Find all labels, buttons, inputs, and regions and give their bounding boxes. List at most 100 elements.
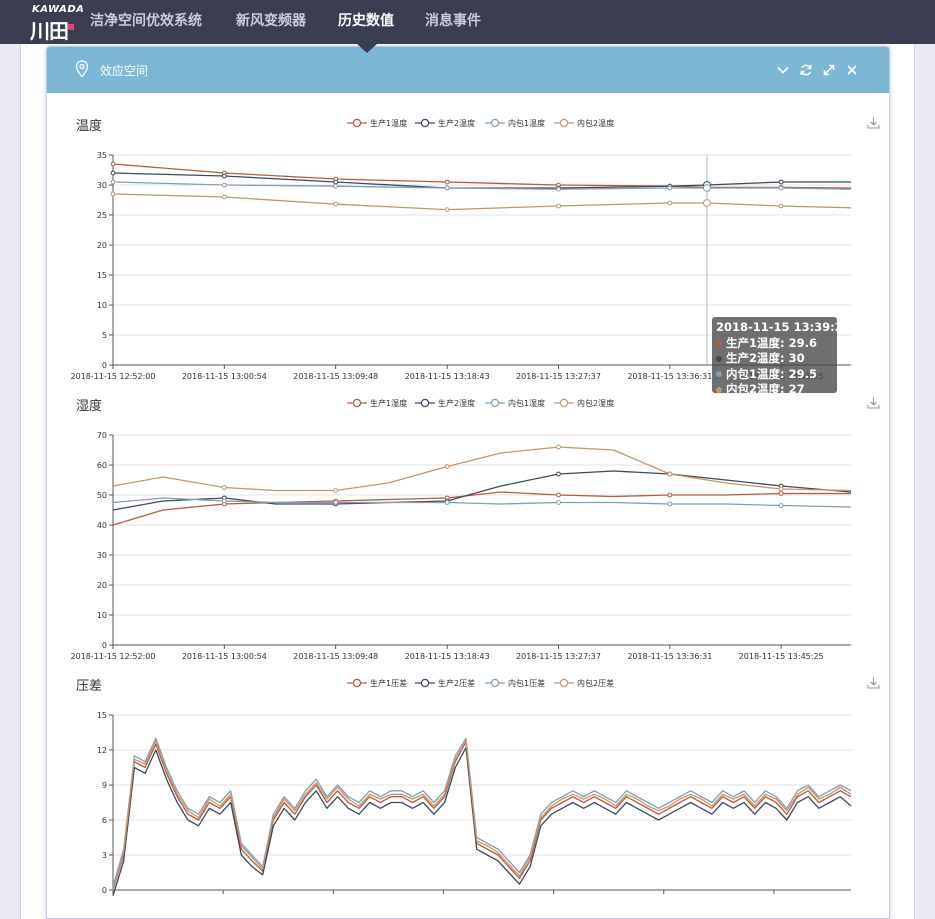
- y-tick-label: 15: [97, 711, 107, 720]
- data-point: [221, 173, 227, 179]
- series-color-dot: [716, 386, 722, 393]
- data-point: [333, 488, 339, 493]
- data-point: [333, 179, 339, 185]
- download-icon[interactable]: [867, 116, 880, 129]
- series-line: [112, 446, 852, 492]
- x-tick-label: 2018-11-15 13:00:54: [182, 652, 267, 661]
- x-tick-label: 2018-11-15 13:18:43: [405, 652, 490, 661]
- tooltip-value: 生产1温度: 29.6: [726, 335, 817, 350]
- data-point: [444, 179, 450, 185]
- y-tick-label: 10: [97, 301, 107, 310]
- legend-marker: [420, 118, 430, 128]
- pressure-plot[interactable]: 生产1压差 生产2压差 内包1压差 内包2压差 0 3 6 9 12 15: [47, 675, 889, 919]
- data-point: [667, 185, 673, 191]
- humidity-chart: 湿度 生产1湿度 生产2湿度 内包1湿度 内包2湿度 0 10 20 30 40 50 60 70 20…: [47, 395, 889, 675]
- data-point: [333, 500, 339, 505]
- data-point: [221, 182, 227, 188]
- y-tick-label: 0: [102, 361, 107, 370]
- y-tick-label: 10: [97, 611, 107, 620]
- data-point: [778, 503, 784, 508]
- data-point: [221, 194, 227, 200]
- data-point: [110, 179, 116, 185]
- nav-clean-space-system[interactable]: 洁净空间优效系统: [90, 13, 202, 29]
- y-tick-label: 30: [97, 551, 107, 560]
- series-line: [112, 747, 852, 896]
- legend-marker: [490, 678, 500, 688]
- temperature-chart: 温度 生产1温度 生产2温度 内包1温度 内包2温度 0 5 10 15 20 25 30 35 201…: [47, 115, 889, 398]
- refresh-icon[interactable]: [799, 63, 813, 77]
- tooltip-value: 内包2温度: 27: [726, 382, 805, 396]
- data-point: [556, 444, 561, 450]
- close-icon[interactable]: [845, 63, 859, 77]
- download-icon[interactable]: [867, 396, 880, 409]
- expand-icon[interactable]: [822, 63, 836, 77]
- legend-label: 生产2压差: [438, 678, 475, 688]
- x-tick-label: 2018-11-15 13:09:48: [293, 372, 378, 381]
- tooltip-row: 内包2温度: 27: [716, 382, 833, 398]
- x-tick-label: 2018-11-15 13:18:43: [405, 372, 490, 381]
- y-tick-label: 35: [97, 151, 107, 160]
- data-point: [556, 186, 561, 192]
- y-tick-label: 5: [102, 331, 107, 340]
- data-point: [110, 170, 116, 176]
- panel-header: 效应空间: [47, 47, 889, 93]
- y-tick-label: 12: [97, 746, 107, 755]
- tooltip-row: 生产2温度: 30: [716, 351, 833, 367]
- data-point: [556, 492, 561, 498]
- active-nav-indicator: [357, 44, 377, 53]
- data-point: [110, 191, 116, 197]
- series-line: [112, 740, 852, 891]
- collapse-icon[interactable]: [776, 63, 790, 77]
- space-panel: 效应空间 温度 生产1温度 生产2温度 内包1温度 内包2温度 0 5 10 15 20 25 30…: [46, 46, 890, 919]
- pressure-difference-chart: 压差 生产1压差 生产2压差 内包1压差 内包2压差 0 3 6 9 12 15: [47, 675, 889, 919]
- legend-marker: [559, 118, 569, 128]
- data-point: [667, 501, 673, 507]
- tooltip-value: 生产2温度: 30: [726, 351, 805, 365]
- legend-label: 生产2湿度: [438, 398, 475, 408]
- legend-label: 生产2温度: [438, 118, 475, 128]
- chart-title: 湿度: [76, 399, 103, 414]
- nav-fresh-air-inverter[interactable]: 新风变频器: [236, 13, 306, 29]
- chart-title: 温度: [76, 119, 103, 134]
- legend-label: 内包2温度: [577, 118, 614, 128]
- legend-marker: [420, 678, 430, 688]
- logo-accent-dot: [68, 24, 74, 30]
- temperature-plot[interactable]: 生产1温度 生产2温度 内包1温度 内包2温度 0 5 10 15 20 25 30 35 2018-1…: [47, 115, 889, 395]
- y-tick-label: 0: [102, 886, 107, 895]
- tooltip-row: 生产1温度: 29.6: [716, 336, 833, 352]
- legend-label: 内包2压差: [577, 678, 614, 688]
- y-tick-label: 15: [97, 271, 107, 280]
- series-line: [112, 470, 852, 511]
- data-point: [110, 161, 116, 167]
- series-line: [112, 737, 852, 887]
- data-point: [444, 207, 450, 212]
- tooltip-time: 2018-11-15 13:39:29: [716, 320, 851, 334]
- x-tick-label: 2018-11-15 13:09:48: [293, 652, 378, 661]
- y-tick-label: 60: [97, 461, 107, 470]
- download-icon[interactable]: [867, 676, 880, 689]
- series-line: [112, 491, 851, 526]
- data-point: [778, 203, 784, 209]
- x-tick-label: 2018-11-15 13:27:37: [516, 372, 601, 381]
- tooltip-row: 内包1温度: 29.5: [716, 367, 833, 383]
- legend-label: 内包1温度: [508, 118, 545, 128]
- humidity-plot[interactable]: 生产1湿度 生产2湿度 内包1湿度 内包2湿度 0 10 20 30 40 50 60 70 2018-…: [47, 395, 889, 675]
- x-tick-label: 2018-11-15 12:52:00: [71, 652, 156, 661]
- series-color-dot: [716, 371, 722, 377]
- y-tick-label: 20: [97, 581, 107, 590]
- nav-history-values[interactable]: 历史数值: [338, 13, 394, 29]
- top-navigation-bar: KAWADA 川田 洁净空间优效系统 新风变频器 历史数值 消息事件: [0, 0, 935, 44]
- legend-marker: [420, 398, 430, 408]
- nav-message-events[interactable]: 消息事件: [425, 13, 481, 29]
- data-point: [444, 185, 450, 191]
- y-tick-label: 40: [97, 521, 107, 530]
- legend-marker: [352, 398, 362, 408]
- x-tick-label: 2018-11-15 13:36:31: [627, 372, 712, 381]
- y-tick-label: 25: [97, 211, 107, 220]
- kawada-logo[interactable]: KAWADA 川田: [22, 3, 84, 43]
- series-line: [112, 497, 852, 508]
- series-color-dot: [716, 340, 722, 346]
- x-tick-label: 2018-11-15 13:36:31: [627, 652, 712, 661]
- legend-marker: [352, 678, 362, 688]
- logo-brand-text: KAWADA: [32, 4, 85, 15]
